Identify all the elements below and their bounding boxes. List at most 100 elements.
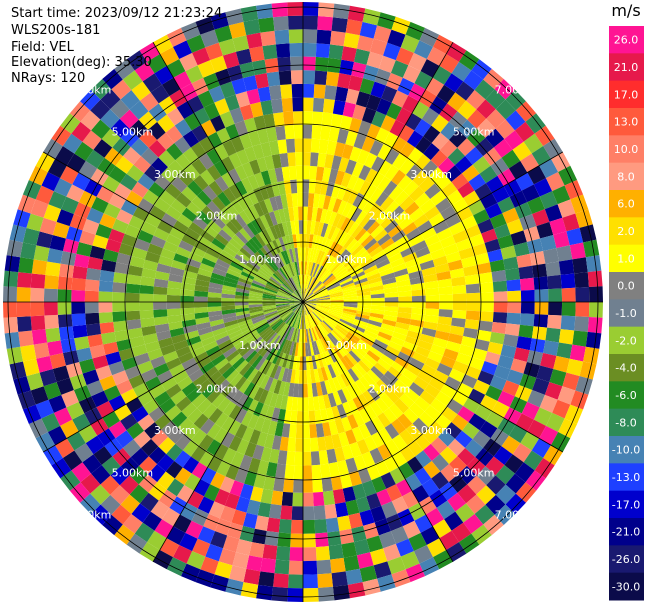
range-gate [30, 302, 45, 317]
range-gate [439, 446, 458, 465]
range-gate [169, 266, 185, 277]
range-gate [417, 339, 433, 351]
range-gate [425, 308, 440, 317]
range-gate [533, 407, 553, 426]
range-gate [208, 310, 223, 317]
range-gate [327, 283, 341, 291]
range-gate [456, 382, 474, 398]
range-gate [300, 288, 303, 302]
range-gate [62, 133, 83, 154]
range-gate [323, 274, 335, 285]
range-gate [365, 268, 380, 278]
range-gate [389, 205, 405, 220]
range-gate [587, 316, 603, 334]
range-gate [196, 398, 212, 414]
range-gate [437, 316, 453, 326]
range-gate [137, 198, 155, 214]
range-gate [278, 267, 289, 280]
range-gate [303, 315, 306, 330]
range-gate [331, 155, 342, 171]
range-gate [390, 526, 409, 544]
range-gate [281, 97, 294, 113]
range-gate [562, 372, 580, 391]
range-gate [317, 324, 328, 337]
range-gate [493, 446, 513, 466]
range-gate [381, 85, 398, 103]
range-gate [384, 306, 399, 312]
range-gate [242, 326, 256, 337]
range-gate [343, 306, 358, 311]
range-gate [311, 327, 318, 341]
range-gate [262, 263, 275, 275]
range-gate [324, 365, 333, 380]
colorbar-tick-label: 21.0 [614, 61, 639, 74]
range-gate [312, 311, 323, 323]
range-gate [241, 177, 254, 193]
range-gate [303, 288, 307, 302]
range-gate [341, 444, 354, 461]
range-gate [224, 94, 240, 112]
range-gate [557, 199, 576, 218]
range-gate [197, 496, 215, 514]
range-gate [35, 185, 54, 205]
range-gate [159, 46, 180, 66]
range-gate [214, 488, 230, 506]
range-gate [467, 109, 487, 129]
range-gate [225, 272, 240, 281]
colorbar-cell [609, 572, 644, 601]
range-gate [309, 278, 318, 291]
range-gate [314, 264, 322, 278]
range-ring-label: 5.00km [453, 125, 495, 138]
range-gate [116, 252, 132, 266]
range-gate [527, 165, 547, 185]
range-gate [434, 413, 452, 430]
range-gate [317, 152, 327, 168]
range-gate [294, 302, 303, 314]
range-gate [415, 136, 432, 154]
range-gate [222, 401, 237, 417]
range-gate [397, 351, 413, 364]
range-gate [249, 542, 265, 558]
range-gate [325, 316, 338, 327]
range-gate [444, 165, 462, 182]
range-ring-label: 2.00km [369, 382, 411, 395]
range-gate [306, 314, 312, 329]
range-gate [476, 466, 496, 486]
range-gate [187, 180, 203, 196]
range-gate [289, 302, 303, 307]
range-gate [221, 293, 236, 299]
range-gate [505, 110, 526, 131]
range-gate [430, 149, 448, 168]
range-gate [341, 338, 354, 351]
range-gate [558, 259, 575, 275]
range-gate [191, 508, 209, 527]
range-gate [265, 283, 279, 291]
range-gate [110, 99, 130, 119]
range-gate [90, 79, 112, 100]
range-gate [303, 302, 308, 316]
range-gate [291, 396, 299, 411]
range-gate [263, 289, 278, 295]
range-gate [211, 237, 226, 251]
range-gate [313, 284, 326, 294]
range-gate [126, 164, 145, 182]
range-gate [536, 365, 554, 383]
range-gate [307, 193, 315, 208]
range-gate [362, 332, 376, 343]
range-gate [396, 316, 411, 325]
range-gate [320, 208, 328, 223]
range-gate [196, 190, 212, 206]
range-gate [222, 284, 237, 292]
range-gate [235, 287, 250, 294]
range-gate [76, 242, 93, 257]
range-gate [153, 286, 168, 295]
range-gate [208, 85, 225, 103]
range-gate [415, 345, 431, 358]
range-gate [443, 348, 459, 361]
range-gate [534, 457, 555, 479]
range-gate [386, 72, 403, 91]
range-gate [303, 302, 317, 306]
range-gate [234, 120, 249, 137]
range-gate [352, 192, 365, 208]
range-gate [369, 245, 384, 258]
